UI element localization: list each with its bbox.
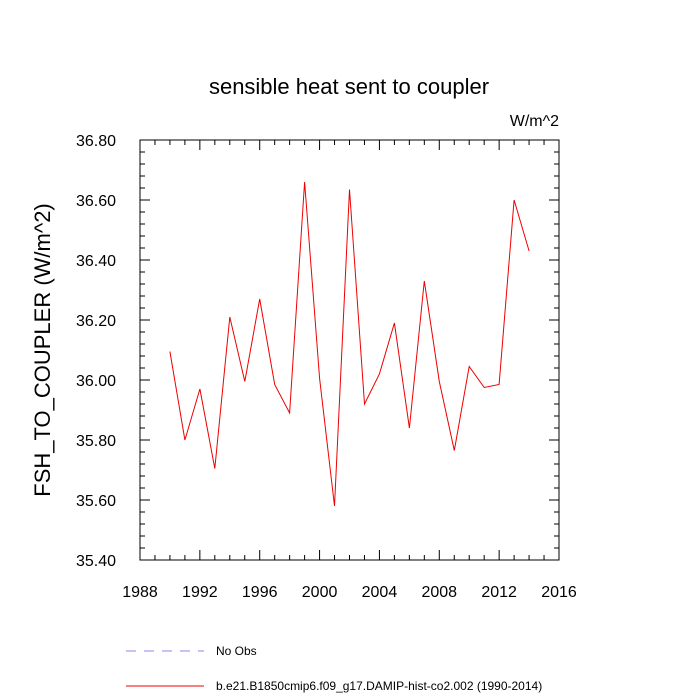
legend-label: No Obs: [216, 644, 257, 658]
x-tick-label: 2016: [541, 584, 577, 601]
y-axis: 35.40 35.60 35.80 36.00 36.20 36.40 36.60 36.80: [76, 133, 559, 570]
y-tick-label: 36.80: [76, 133, 116, 150]
y-tick-label: 35.60: [76, 493, 116, 510]
x-tick-label: 1996: [242, 584, 278, 601]
x-tick-label: 2008: [421, 584, 457, 601]
x-tick-label: 2012: [481, 584, 517, 601]
series-line: [169, 181, 530, 507]
y-tick-label: 35.80: [76, 433, 116, 450]
chart-units: W/m^2: [510, 113, 559, 130]
y-axis-label: FSH_TO_COUPLER (W/m^2): [30, 203, 55, 497]
plot-frame: [139, 139, 560, 561]
plot-border: [139, 139, 560, 561]
x-tick-label: 1992: [182, 584, 218, 601]
legend-label: b.e21.B1850cmip6.f09_g17.DAMIP-hist-co2.…: [216, 679, 542, 693]
x-tick-label: 1988: [122, 584, 158, 601]
x-tick-label: 2004: [362, 584, 398, 601]
legend: No Obs b.e21.B1850cmip6.f09_g17.DAMIP-his…: [126, 644, 542, 693]
y-tick-label: 35.40: [76, 553, 116, 570]
y-tick-label: 36.40: [76, 253, 116, 270]
series-lines: [169, 181, 530, 507]
x-axis: 1988 1992 1996 2000 2004 2008 2012 2016: [122, 140, 577, 601]
y-tick-label: 36.60: [76, 193, 116, 210]
y-tick-label: 36.00: [76, 373, 116, 390]
y-tick-label: 36.20: [76, 313, 116, 330]
x-tick-label: 2000: [302, 584, 338, 601]
chart-title: sensible heat sent to coupler: [209, 74, 489, 99]
